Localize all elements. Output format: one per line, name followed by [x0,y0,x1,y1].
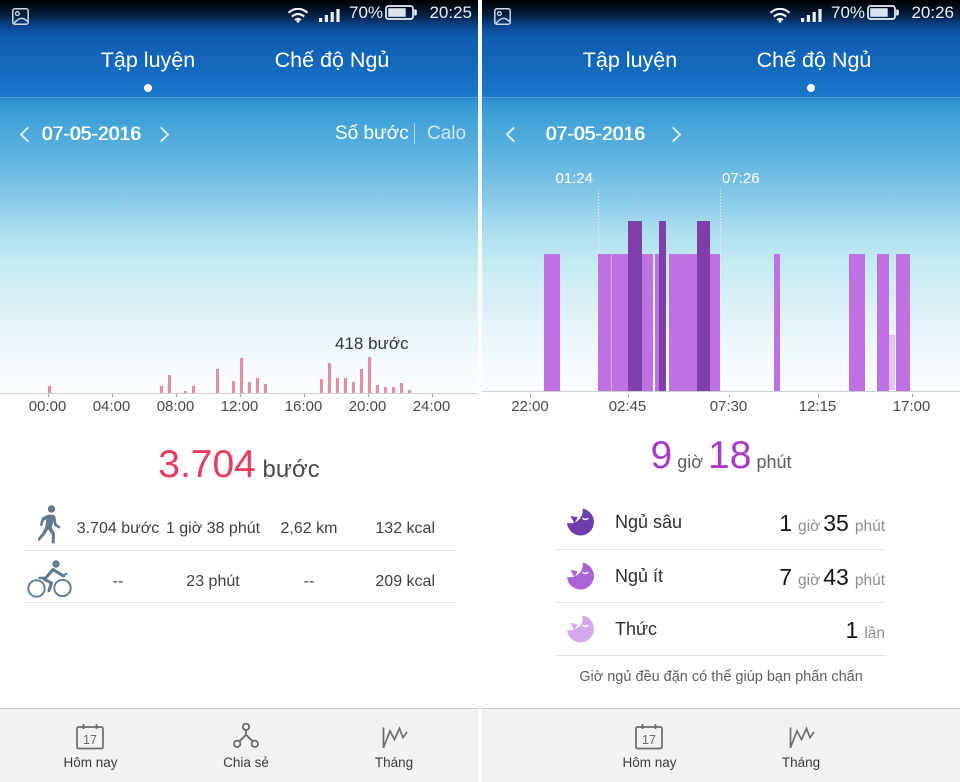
svg-text:17: 17 [642,733,656,747]
svg-text:17: 17 [83,733,97,747]
